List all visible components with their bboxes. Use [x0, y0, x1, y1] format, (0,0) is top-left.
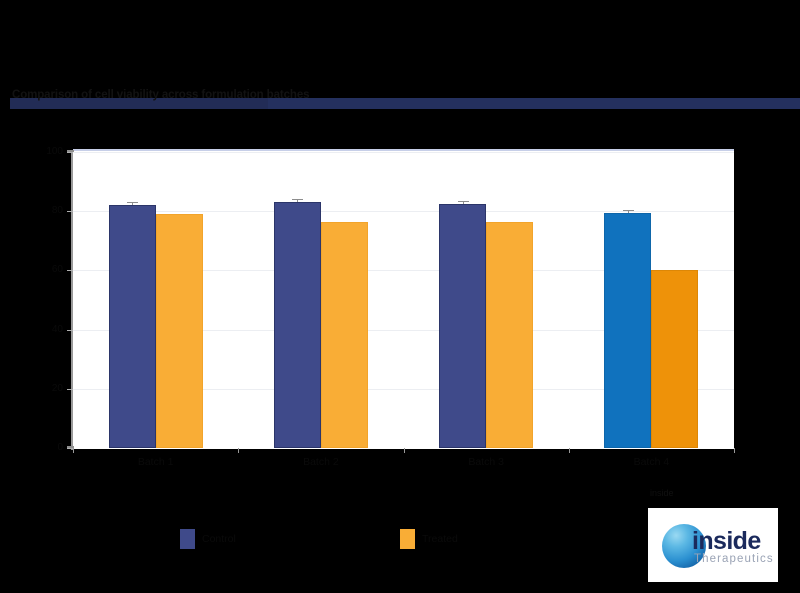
error-bar-cap [292, 199, 304, 201]
x-axis-tick-label: Batch 1 [137, 456, 174, 468]
y-axis-tick [67, 211, 73, 213]
logo-caption: inside [650, 488, 674, 498]
y-axis-bottom-cap [67, 446, 74, 449]
y-axis-tick-label: 80 [51, 205, 63, 217]
title-underline-bar [10, 98, 800, 109]
error-bar [297, 199, 299, 203]
y-axis-tick [67, 270, 73, 272]
plot-area [73, 152, 734, 448]
y-axis-tick [67, 448, 73, 449]
error-bar-cap [127, 201, 139, 203]
gridline [73, 388, 734, 390]
y-axis-line [71, 150, 73, 450]
gridline [73, 329, 734, 331]
x-axis-tick [403, 448, 405, 453]
bar [651, 270, 699, 448]
legend-label: Treated [422, 533, 458, 545]
bar [108, 205, 156, 448]
legend-swatch [400, 529, 415, 549]
sphere-icon [662, 524, 706, 568]
y-axis-tick-label: 60 [51, 264, 63, 276]
legend-swatch [180, 529, 195, 549]
y-axis-tick-label: 20 [51, 382, 63, 394]
y-axis-tick [67, 152, 73, 153]
company-logo: inside Therapeutics [648, 508, 778, 582]
y-axis-tick-label: 0 [57, 442, 63, 453]
bar [439, 203, 487, 448]
page-title: Comparison of cell viability across form… [12, 89, 310, 101]
gridline [73, 152, 734, 153]
y-axis-tick-label: 100 [46, 146, 63, 157]
error-bar-cap [457, 200, 469, 202]
bar [155, 214, 203, 448]
gridline [73, 270, 734, 272]
error-bar [627, 210, 629, 213]
bar [604, 212, 652, 448]
gridline [73, 211, 734, 213]
bar [273, 202, 321, 448]
y-axis-tick [67, 388, 73, 390]
x-axis-tick [238, 448, 240, 453]
logo-subtitle: Therapeutics [694, 553, 774, 565]
logo-inner: inside Therapeutics [648, 508, 778, 582]
x-axis-tick [73, 448, 74, 453]
y-axis-tick-label: 40 [51, 323, 63, 335]
logo-wordmark: inside [692, 527, 761, 555]
error-bar [132, 201, 134, 206]
title-underline-accent [10, 98, 268, 109]
x-axis-tick [568, 448, 570, 453]
legend-label: Control [202, 533, 236, 545]
legend-item[interactable]: Treated [400, 528, 458, 550]
x-axis-tick-label: Batch 3 [468, 456, 504, 468]
bar [320, 221, 368, 448]
y-axis-tick [67, 329, 73, 331]
error-bar-cap [622, 210, 634, 212]
bar [486, 221, 534, 448]
x-axis-tick-label: Batch 4 [633, 456, 670, 468]
error-bar [462, 200, 464, 204]
legend-item[interactable]: Control [180, 528, 236, 550]
x-axis-tick [734, 448, 735, 453]
y-axis-top-cap [67, 150, 74, 153]
x-axis-tick-label: Batch 2 [303, 456, 339, 468]
chart-legend: Control Treated [150, 528, 480, 552]
